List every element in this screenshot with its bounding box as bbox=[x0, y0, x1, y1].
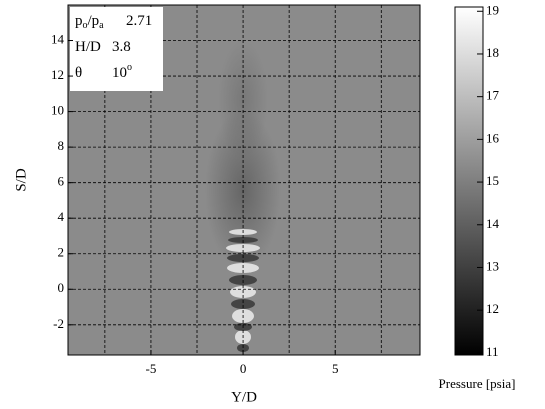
colorbar bbox=[454, 6, 484, 356]
pressure-field bbox=[68, 5, 420, 355]
colorbar-tick-label: 17 bbox=[486, 88, 500, 103]
colorbar-tick-label: 14 bbox=[486, 216, 500, 231]
colorbar-tick-label: 12 bbox=[486, 301, 499, 316]
colorbar-label: Pressure [psia] bbox=[439, 376, 516, 391]
annotation-value: 3.8 bbox=[112, 39, 131, 55]
annotation-text: a bbox=[99, 20, 104, 31]
y-tick-label: 6 bbox=[58, 174, 65, 189]
annotation-text: o bbox=[83, 20, 88, 31]
annotation-value: 10 bbox=[112, 65, 127, 81]
colorbar-tick-label: 11 bbox=[486, 344, 499, 359]
x-tick-label: 5 bbox=[332, 361, 339, 376]
annotation-text: p bbox=[75, 13, 83, 29]
colorbar-tick-label: 13 bbox=[486, 258, 499, 273]
plot-frame bbox=[67, 4, 421, 356]
y-tick-label: 4 bbox=[58, 209, 65, 224]
y-axis-label: S/D bbox=[13, 168, 29, 192]
annotation-sup: o bbox=[127, 62, 132, 73]
y-tick-label: 14 bbox=[51, 32, 65, 47]
annotation-text: H/D bbox=[75, 39, 101, 55]
y-tick-label: 12 bbox=[51, 67, 64, 82]
annotation-line: H/D 3.8 bbox=[75, 39, 131, 55]
y-tick-label: -2 bbox=[53, 316, 64, 331]
annotation-text: θ bbox=[75, 65, 82, 81]
annotation-line: θ 10o bbox=[75, 62, 132, 81]
annotation-text: /p bbox=[88, 13, 100, 29]
colorbar-tick-label: 18 bbox=[486, 45, 499, 60]
annotation-value: 2.71 bbox=[126, 13, 152, 29]
y-tick-label: 2 bbox=[58, 245, 65, 260]
grid bbox=[68, 5, 420, 355]
y-tick-label: 10 bbox=[51, 103, 64, 118]
colorbar-tick-label: 16 bbox=[486, 130, 500, 145]
annotation-line: po/pa 2.71 bbox=[75, 13, 152, 31]
y-tick-label: 0 bbox=[58, 280, 65, 295]
colorbar-tick-label: 15 bbox=[486, 173, 499, 188]
x-axis-label: Y/D bbox=[231, 389, 257, 405]
y-tick-label: 8 bbox=[58, 138, 65, 153]
colorbar-tick-label: 19 bbox=[486, 2, 499, 17]
annotation-box bbox=[70, 7, 163, 91]
x-tick-label: -5 bbox=[146, 361, 157, 376]
x-tick-label: 0 bbox=[240, 361, 247, 376]
